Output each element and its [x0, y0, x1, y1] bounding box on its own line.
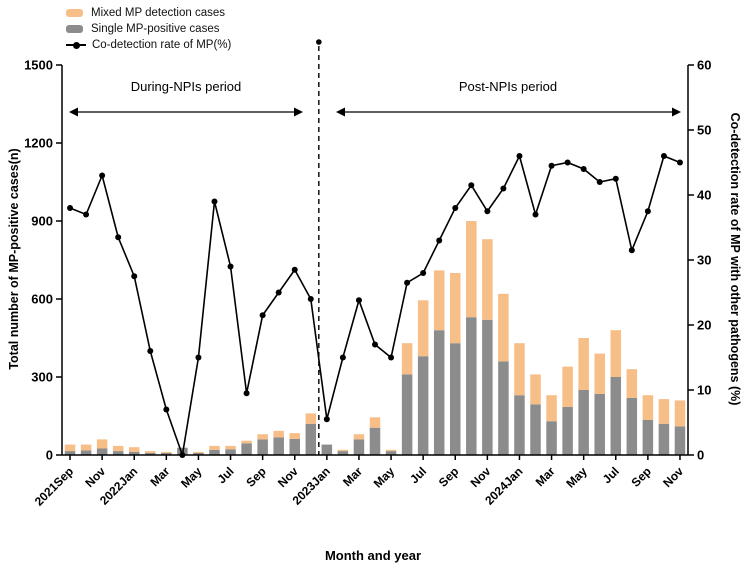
- svg-text:Nov: Nov: [468, 464, 494, 490]
- legend-label-mixed: Mixed MP detection cases: [91, 7, 226, 19]
- chart-legend: Mixed MP detection cases Single MP-posit…: [66, 5, 231, 53]
- svg-text:1500: 1500: [24, 58, 53, 73]
- svg-text:Nov: Nov: [82, 464, 108, 490]
- svg-text:2021Sep: 2021Sep: [32, 464, 76, 508]
- rate-dot-icon: [73, 41, 80, 49]
- svg-text:60: 60: [697, 58, 711, 73]
- period-arrows: [69, 107, 681, 117]
- svg-text:300: 300: [31, 370, 53, 385]
- right-axis-title: Co-detection rate of MP with other patho…: [728, 112, 742, 406]
- legend-label-single: Single MP-positive cases: [91, 23, 220, 35]
- svg-text:900: 900: [31, 214, 53, 229]
- svg-text:Sep: Sep: [436, 464, 461, 489]
- svg-text:1200: 1200: [24, 136, 53, 151]
- svg-text:Nov: Nov: [660, 464, 686, 490]
- x-axis-title: Month and year: [324, 548, 422, 563]
- annotation-post-npis: Post-NPIs period: [458, 79, 558, 94]
- svg-text:Jul: Jul: [600, 464, 622, 486]
- svg-text:Mar: Mar: [147, 464, 172, 489]
- svg-text:Jul: Jul: [407, 464, 429, 486]
- svg-text:30: 30: [697, 253, 711, 268]
- legend-label-rate: Co-detection rate of MP(%): [92, 39, 232, 51]
- svg-text:Sep: Sep: [243, 464, 268, 489]
- annotation-during-npis: During-NPIs period: [130, 79, 242, 94]
- svg-text:May: May: [563, 464, 590, 491]
- legend-item-single: Single MP-positive cases: [66, 21, 231, 37]
- rate-line-swatch: [66, 41, 86, 49]
- svg-text:20: 20: [697, 318, 711, 333]
- legend-item-rate: Co-detection rate of MP(%): [66, 37, 231, 53]
- svg-text:0: 0: [46, 448, 53, 463]
- svg-text:May: May: [178, 464, 205, 491]
- svg-text:Jul: Jul: [214, 464, 236, 486]
- svg-text:50: 50: [697, 123, 711, 138]
- svg-text:40: 40: [697, 188, 711, 203]
- svg-text:Mar: Mar: [340, 464, 365, 489]
- rate-line-group: [67, 153, 683, 458]
- left-axis-title: Total number of MP-positive cases(n): [7, 148, 21, 370]
- svg-text:May: May: [371, 464, 398, 491]
- single-bar-swatch: [66, 25, 83, 33]
- mixed-bar-swatch: [66, 9, 83, 17]
- svg-text:600: 600: [31, 292, 53, 307]
- svg-text:Sep: Sep: [629, 464, 654, 489]
- bars-group: [64, 221, 686, 455]
- svg-text:0: 0: [697, 448, 704, 463]
- svg-text:Nov: Nov: [275, 464, 301, 490]
- legend-item-mixed: Mixed MP detection cases: [66, 5, 231, 21]
- npi-divider: [316, 39, 322, 455]
- svg-text:Mar: Mar: [533, 464, 558, 489]
- svg-text:10: 10: [697, 383, 711, 398]
